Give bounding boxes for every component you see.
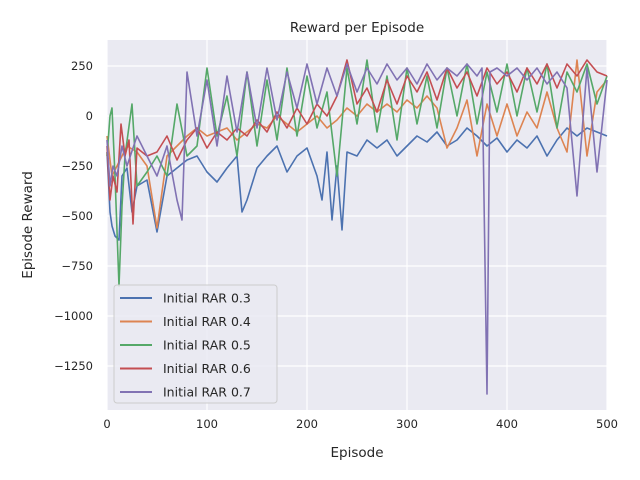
legend-box <box>113 284 278 404</box>
y-tick-label: 250 <box>71 59 93 73</box>
chart-title: Reward per Episode <box>290 20 424 36</box>
x-tick-label: 100 <box>196 417 218 431</box>
x-tick-label: 0 <box>103 417 110 431</box>
series-layer <box>106 59 608 395</box>
y-tick-label: −750 <box>61 259 93 273</box>
series-line-3 <box>106 59 608 287</box>
y-tick-label: −1250 <box>54 359 93 373</box>
legend-label-3: Initial RAR 0.5 <box>163 338 251 353</box>
y-tick-label: −500 <box>61 209 93 223</box>
legend-label-4: Initial RAR 0.6 <box>163 361 251 376</box>
x-tick-label: 500 <box>596 417 618 431</box>
series-line-4 <box>106 59 608 225</box>
x-tick-label: 200 <box>296 417 318 431</box>
y-tick-label: 0 <box>86 109 93 123</box>
gridlines <box>106 40 608 410</box>
legend-label-2: Initial RAR 0.4 <box>163 314 251 329</box>
legend-label-5: Initial RAR 0.7 <box>163 385 251 400</box>
y-tick-label: −250 <box>61 159 93 173</box>
x-tick-label: 400 <box>496 417 518 431</box>
series-line-1 <box>106 127 608 241</box>
legend-label-1: Initial RAR 0.3 <box>163 291 251 306</box>
x-tick-label: 300 <box>396 417 418 431</box>
series-line-5 <box>106 63 608 395</box>
tick-labels: 0 100 200 300 400 500 250 0 −250 −500 −750 −1000 −12… <box>54 59 618 431</box>
x-axis-label: Episode <box>330 445 383 461</box>
series-line-2 <box>106 59 608 229</box>
legend: Initial RAR 0.3 Initial RAR 0.4 Initial RA… <box>113 284 278 404</box>
y-axis-label: Episode Reward <box>20 171 36 279</box>
y-tick-label: −1000 <box>54 309 93 323</box>
